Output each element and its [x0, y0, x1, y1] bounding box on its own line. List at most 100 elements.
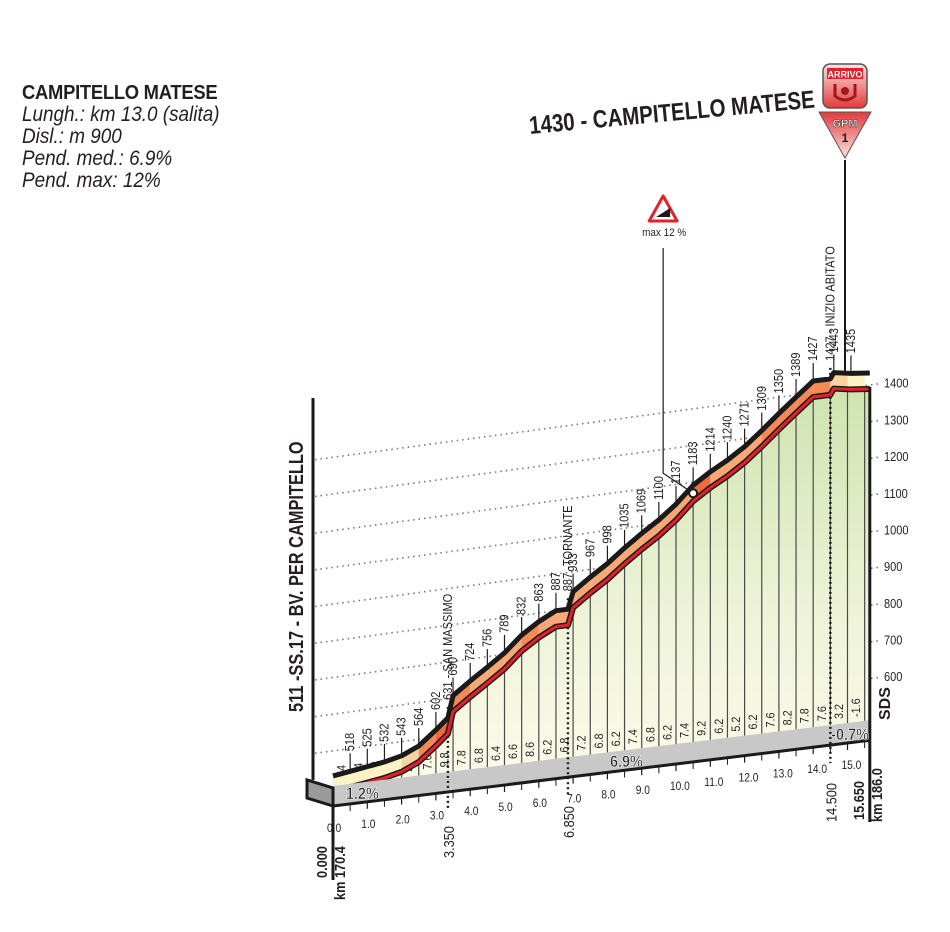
x-tick-label: 14.0 [807, 764, 827, 777]
profile-top-line [332, 370, 870, 779]
climb-max-gradient: Pend. max: 12% [22, 169, 161, 192]
segment-gradient-label: 7.2 [576, 736, 589, 751]
x-tick-label: 8.0 [601, 789, 615, 802]
x-tick-label: 2.0 [396, 814, 410, 827]
segment-avg-gradient: 1.2% [346, 785, 379, 803]
segment-gradient-label: 7.8 [456, 750, 469, 765]
y-tick-label: 1000 [884, 523, 909, 538]
y-tick-label: 1300 [884, 413, 909, 428]
km-race-label: km 186.0 [868, 768, 885, 822]
altitude-label: 543 [394, 717, 409, 736]
altitude-label: 1271 [737, 402, 752, 427]
y-tick-label: 800 [884, 596, 903, 611]
segment-gradient-label: 6.8 [559, 738, 572, 753]
segment-gradient-label: 6.8 [645, 727, 658, 742]
altitude-label: 1137 [668, 460, 683, 484]
segment-gradient-label: 6.6 [508, 744, 521, 759]
segment-avg-gradient: 6.9% [610, 753, 643, 771]
climb-name: CAMPITELLO MATESE [22, 82, 218, 104]
road-segment [573, 577, 591, 608]
segment-gradient-label: 3.2 [833, 704, 846, 719]
km-marker-label: 14.500 [822, 783, 839, 822]
segment-gradient-label: 9.2 [696, 721, 709, 736]
segment-gradient-label: 5.2 [731, 717, 744, 732]
x-tick-label: 4.0 [464, 806, 478, 819]
road-segment [847, 373, 865, 390]
altitude-label: 1309 [754, 386, 769, 411]
road-segment [401, 746, 419, 772]
altitude-label: 564 [411, 707, 426, 726]
segment-gradient-label: 8.6 [525, 742, 538, 757]
x-tick-label: 15.0 [842, 759, 862, 772]
y-tick-label: 700 [884, 633, 903, 648]
altitude-label: 532 [377, 723, 392, 742]
altitude-label: 1427 [805, 336, 820, 361]
km-marker-label: 3.350 [440, 826, 457, 858]
max-gradient-leader [662, 248, 694, 494]
sds-label: SDS [877, 687, 894, 720]
x-tick-label: 5.0 [499, 801, 513, 814]
segment-gradient-label: 7.4 [679, 722, 692, 738]
segment-gradient-label: 6.8 [473, 748, 486, 763]
climb-length: Lungh.: km 13.0 (salita) [22, 103, 220, 126]
x-tick-label: 1.0 [361, 818, 375, 831]
altitude-label: 1069 [634, 489, 649, 514]
x-tick-label: 12.0 [739, 772, 759, 785]
segment-gradient-label: 8.2 [782, 710, 795, 725]
arrivo-label: ARRIVO [827, 70, 862, 80]
gpm-icon [818, 111, 872, 160]
road-segment [538, 610, 556, 638]
start-block [305, 777, 335, 809]
segment-avg-gradient: -0.7% [831, 726, 869, 744]
profile-area [333, 388, 870, 792]
x-tick-label: 9.0 [636, 785, 650, 798]
segment-gradient-label: 6.2 [748, 715, 761, 730]
steep-gradient-icon [647, 194, 679, 223]
altitude-label: 887 [548, 572, 563, 591]
x-tick-label: 6.0 [533, 797, 547, 810]
finish-person-head [841, 87, 849, 95]
altitude-label: 1214 [702, 427, 717, 452]
segment-gradient-label: 6.2 [662, 725, 675, 740]
segment-gradient-label: 6.2 [542, 740, 555, 755]
road-segment [453, 680, 471, 712]
road-segment [624, 533, 642, 564]
y-tick-label: 600 [884, 669, 903, 684]
altitude-label: 602 [428, 691, 443, 710]
altitude-label: 1389 [788, 352, 803, 377]
segment-gradient-label: -1.6 [851, 698, 864, 717]
altitude-label: 933 [565, 553, 580, 572]
altitude-label: 967 [582, 538, 597, 557]
segment-gradient-label: 6.2 [611, 731, 624, 746]
max-gradient-label: max 12 % [642, 228, 686, 240]
altitude-label: 518 [342, 733, 357, 752]
road-segment [521, 621, 539, 652]
km-marker-label: 6.850 [560, 806, 577, 838]
max-gradient-point [688, 488, 699, 499]
x-tick-label: 7.0 [567, 793, 581, 806]
gpm-label: GPM [832, 118, 857, 130]
y-tick-label: 1200 [884, 449, 909, 464]
altitude-label: 1183 [685, 441, 700, 465]
waypoint-label: 887 -TORNANTE [560, 506, 575, 592]
steep-gradient-glyph [656, 208, 671, 217]
altitude-label: 1443 [826, 328, 841, 353]
altitude-label: 1035 [617, 503, 632, 528]
climb-info: CAMPITELLO MATESE Lungh.: km 13.0 (salit… [22, 82, 241, 192]
gpm-category: 1 [842, 131, 849, 145]
profile-road-band [332, 370, 870, 795]
road-segment [487, 652, 505, 684]
arrivo-label-bg [827, 68, 863, 79]
segment-gradient-label: 7.6 [816, 706, 829, 721]
km-marker-label: 0.000 [313, 846, 330, 878]
altitude-label: 1435 [843, 329, 858, 354]
profile-fill: 1.41.41.42.24.27.69.87.86.86.46.68.66.26… [333, 388, 870, 792]
y-tick-label: 900 [884, 559, 903, 574]
road-segment [470, 667, 488, 697]
waypoint-label: 631 - SAN MASSIMO [440, 594, 455, 700]
waypoint-label: 1427 - INIZIO ABITATO [822, 246, 837, 361]
altitude-label: 756 [479, 628, 494, 647]
road-segment [727, 446, 745, 477]
x-tick-label: 3.0 [430, 810, 444, 823]
